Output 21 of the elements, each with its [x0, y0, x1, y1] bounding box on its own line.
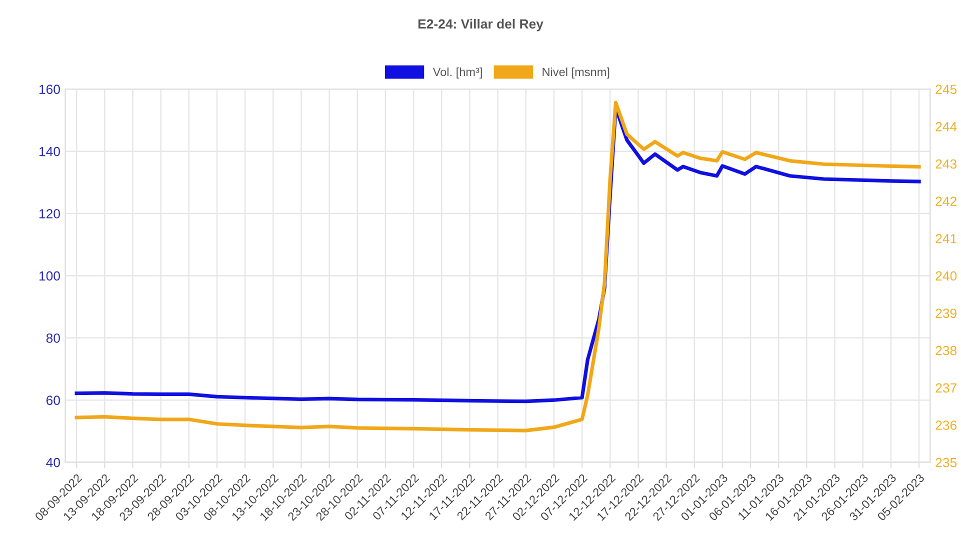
- y2-tick-label: 240: [936, 271, 957, 281]
- chart-title: E2-24: Villar del Rey: [418, 18, 544, 32]
- y2-tick-label: 244: [936, 122, 957, 132]
- y2-tick-label: 237: [936, 383, 956, 393]
- y-tick-label: 120: [39, 209, 60, 218]
- y-tick-label: 140: [39, 146, 60, 156]
- y2-tick-label: 241: [936, 234, 956, 244]
- y-tick-label: 80: [46, 333, 60, 343]
- y-tick-label: 100: [39, 271, 60, 281]
- y-tick-label: 60: [46, 396, 60, 406]
- y-tick-label: 40: [46, 458, 60, 468]
- legend-label: Nivel [msnm]: [542, 67, 610, 78]
- y-tick-label: 160: [39, 84, 60, 94]
- y2-tick-label: 242: [936, 196, 956, 206]
- y2-tick-label: 239: [936, 308, 956, 318]
- y2-tick-label: 236: [936, 420, 957, 430]
- y2-tick-label: 245: [936, 84, 957, 94]
- y2-tick-label: 235: [936, 458, 957, 468]
- y2-tick-label: 238: [936, 346, 957, 356]
- y2-tick-label: 243: [936, 159, 957, 169]
- legend-label: Vol. [hm³]: [432, 67, 482, 78]
